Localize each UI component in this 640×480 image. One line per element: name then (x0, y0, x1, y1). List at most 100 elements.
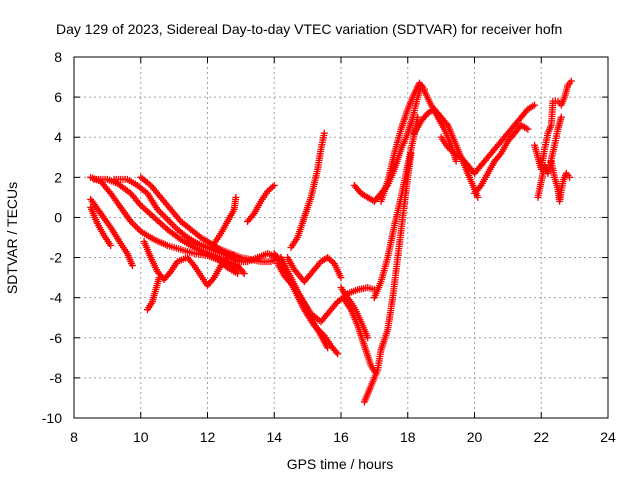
data-point (444, 143, 452, 151)
y-tick-label: 6 (54, 89, 62, 105)
data-point (168, 220, 176, 228)
y-tick-label: -10 (42, 410, 62, 426)
data-point (170, 222, 178, 230)
data-point (152, 215, 160, 223)
series-track-o (287, 129, 328, 252)
data-point (265, 186, 273, 194)
data-point (165, 269, 173, 277)
data-point (142, 206, 150, 214)
data-point (127, 217, 135, 225)
data-point (240, 270, 248, 278)
data-point (524, 125, 532, 133)
data-point (557, 113, 565, 121)
data-point (267, 184, 275, 192)
data-point (209, 275, 217, 283)
data-point (332, 348, 340, 356)
data-point (182, 232, 190, 240)
data-point (160, 222, 168, 230)
data-point (324, 254, 332, 262)
series-track-x (437, 101, 539, 177)
data-point (138, 203, 146, 211)
data-point (172, 224, 180, 232)
y-tick-label: 2 (54, 169, 62, 185)
series-track-p (284, 254, 345, 286)
data-point (135, 226, 143, 234)
data-point (160, 212, 168, 220)
data-point (163, 215, 171, 223)
x-tick-label: 14 (266, 429, 282, 445)
data-point (327, 257, 335, 265)
data-point (158, 210, 166, 218)
x-tick-label: 20 (467, 429, 483, 445)
data-point (140, 204, 148, 212)
y-tick-label: 0 (54, 209, 62, 225)
data-point (175, 234, 183, 242)
data-point (496, 151, 504, 159)
series-track-y (471, 121, 532, 197)
y-tick-label: 8 (54, 49, 62, 65)
data-point (442, 120, 450, 128)
chart-title: Day 129 of 2023, Sidereal Day-to-day VTE… (56, 21, 562, 37)
series-track-c (87, 195, 136, 270)
x-tick-label: 8 (70, 429, 78, 445)
x-axis-label: GPS time / hours (287, 456, 394, 472)
data-point (145, 209, 153, 217)
series-track-u (350, 81, 428, 205)
series-track-d (87, 203, 115, 250)
x-tick-label: 18 (400, 429, 416, 445)
data-point (452, 157, 460, 165)
x-tick-label: 22 (533, 429, 549, 445)
series-track-q (340, 296, 380, 378)
data-point (155, 207, 163, 215)
series-track-i (210, 193, 240, 248)
x-tick-label: 16 (333, 429, 349, 445)
data-point (476, 183, 484, 191)
series-track-f (143, 274, 163, 314)
y-tick-label: -4 (50, 290, 63, 306)
data-point (157, 209, 165, 217)
data-point (165, 217, 173, 225)
data-point (325, 255, 333, 263)
data-point (157, 219, 165, 227)
data-point (158, 221, 166, 229)
series-track-j (244, 181, 278, 225)
x-tick-label: 24 (600, 429, 616, 445)
data-point (232, 193, 240, 201)
data-point (447, 146, 455, 154)
series-track-n (277, 254, 378, 326)
series-track-w (410, 105, 482, 201)
data-point (329, 258, 337, 266)
data-point (132, 222, 140, 230)
data-point (195, 232, 203, 240)
data-point (567, 77, 575, 85)
data-point (155, 218, 163, 226)
data-point (334, 350, 342, 358)
data-point (145, 180, 153, 188)
data-point (155, 274, 163, 282)
series-track-r (337, 284, 372, 342)
data-point (150, 213, 158, 221)
y-tick-label: -2 (50, 250, 63, 266)
data-point (566, 173, 574, 181)
data-point (137, 201, 145, 209)
data-point (320, 129, 328, 137)
data-point (364, 334, 372, 342)
data-point (324, 344, 332, 352)
data-point (107, 242, 115, 250)
data-point (189, 260, 197, 268)
data-point (270, 181, 278, 189)
data-point (445, 145, 453, 153)
y-tick-label: -6 (50, 330, 63, 346)
data-point (337, 274, 345, 282)
data-point (249, 211, 257, 219)
data-point (128, 262, 136, 270)
data-point (153, 216, 161, 224)
data-point (234, 270, 242, 278)
data-point (147, 210, 155, 218)
data-point (167, 219, 175, 227)
data-point (522, 124, 530, 132)
data-point (128, 219, 136, 227)
x-tick-label: 12 (200, 429, 216, 445)
